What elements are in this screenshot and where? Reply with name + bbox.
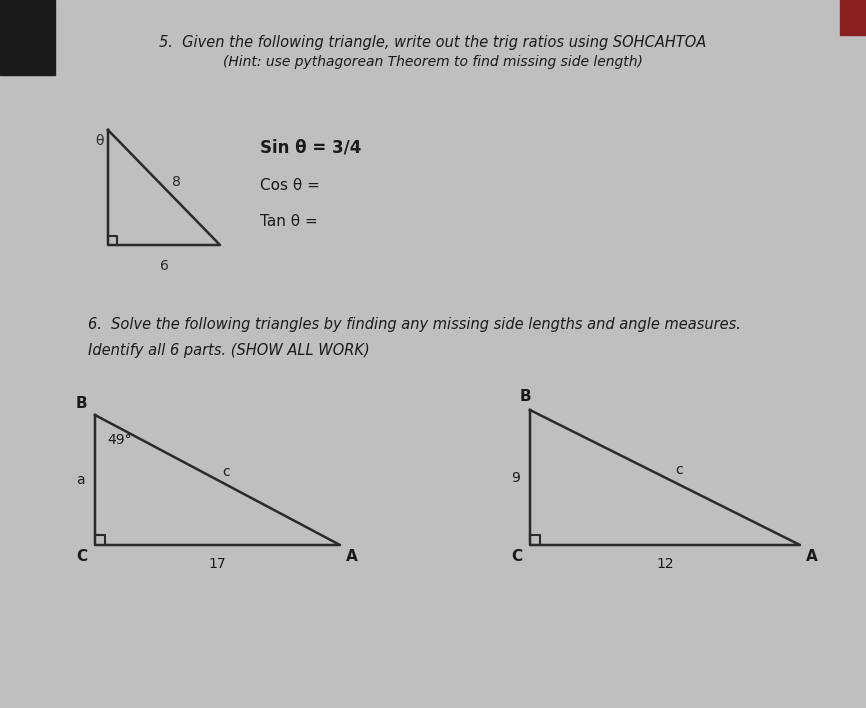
Bar xyxy=(840,0,866,35)
Text: Identify all 6 parts. (SHOW ALL WORK): Identify all 6 parts. (SHOW ALL WORK) xyxy=(88,343,370,358)
Text: c: c xyxy=(675,462,682,476)
Text: θ: θ xyxy=(95,134,104,148)
Text: 8: 8 xyxy=(172,176,181,190)
Text: c: c xyxy=(223,465,230,479)
Text: C: C xyxy=(76,549,87,564)
Text: C: C xyxy=(511,549,522,564)
Bar xyxy=(0,0,55,75)
Text: (Hint: use pythagorean Theorem to find missing side length): (Hint: use pythagorean Theorem to find m… xyxy=(223,55,643,69)
Text: 6: 6 xyxy=(159,259,169,273)
Text: A: A xyxy=(346,549,358,564)
Text: a: a xyxy=(76,473,85,487)
Text: Sin θ = 3/4: Sin θ = 3/4 xyxy=(260,139,361,157)
Text: 6.  Solve the following triangles by finding any missing side lengths and angle : 6. Solve the following triangles by find… xyxy=(88,317,741,333)
Text: 12: 12 xyxy=(656,557,674,571)
Text: A: A xyxy=(806,549,818,564)
Text: B: B xyxy=(75,396,87,411)
Text: B: B xyxy=(520,389,531,404)
Text: Tan θ =: Tan θ = xyxy=(260,215,318,229)
Text: 17: 17 xyxy=(209,557,226,571)
Text: 49°: 49° xyxy=(107,433,132,447)
Text: Cos θ =: Cos θ = xyxy=(260,178,320,193)
Text: 9: 9 xyxy=(511,471,520,484)
Text: 5.  Given the following triangle, write out the trig ratios using SOHCAHTOA: 5. Given the following triangle, write o… xyxy=(159,35,707,50)
